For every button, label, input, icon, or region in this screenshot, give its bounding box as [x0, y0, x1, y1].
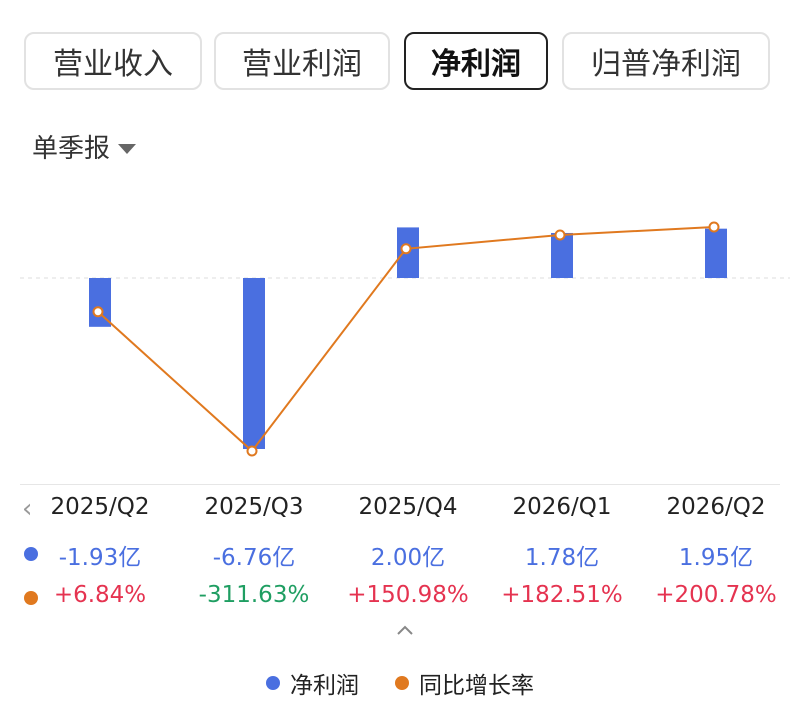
period-selector[interactable]: 单季报	[32, 128, 137, 165]
legend-item-net-profit: 净利润	[266, 666, 359, 700]
net-profit-bar	[705, 228, 727, 278]
value-cell: 1.78亿	[524, 545, 600, 571]
value-cell: 2.00亿	[370, 545, 446, 571]
value-cell: 1.95亿	[678, 545, 754, 571]
growth-cell: +182.51%	[501, 582, 623, 608]
legend-item-growth: 同比增长率	[395, 666, 534, 700]
value-cell: -6.76亿	[212, 545, 296, 571]
net-profit-bar	[243, 278, 265, 449]
period-cell: 2025/Q2	[50, 494, 150, 520]
net-profit-chart	[20, 221, 790, 457]
tab-attributable-net-profit[interactable]: 归普净利润	[562, 32, 770, 90]
tab-net-profit[interactable]: 净利润	[404, 32, 548, 90]
legend-line-dot-icon	[395, 676, 409, 690]
net-profit-bar	[551, 232, 573, 278]
legend-bar-dot-icon	[266, 676, 280, 690]
growth-row: +6.84% -311.63% +150.98% +182.51% +200.7…	[0, 582, 800, 622]
period-cell: 2026/Q1	[512, 494, 612, 520]
period-cell: 2025/Q4	[358, 494, 458, 520]
period-label: 单季报	[32, 134, 111, 164]
value-cell: -1.93亿	[58, 545, 142, 571]
growth-dot-icon	[24, 591, 38, 605]
period-cell: 2025/Q3	[204, 494, 304, 520]
growth-point	[400, 243, 412, 255]
chart-legend: 净利润 同比增长率	[0, 666, 800, 700]
growth-point	[92, 306, 104, 318]
bar-series	[89, 227, 727, 449]
growth-point	[246, 445, 258, 457]
growth-cell: +200.78%	[655, 582, 777, 608]
growth-points	[92, 221, 720, 457]
growth-cell: -311.63%	[198, 582, 310, 608]
period-cell: 2026/Q2	[666, 494, 766, 520]
growth-cell: +150.98%	[347, 582, 469, 608]
caret-down-icon	[118, 143, 137, 154]
net-profit-dot-icon	[24, 547, 38, 561]
period-row: ‹ 2025/Q2 2025/Q3 2025/Q4 2026/Q1 2026/Q…	[0, 494, 800, 534]
growth-point	[554, 229, 566, 241]
chevron-up-icon[interactable]	[396, 622, 414, 640]
legend-label: 同比增长率	[419, 673, 534, 699]
growth-point	[708, 221, 720, 233]
growth-cell: +6.84%	[53, 582, 147, 608]
tab-revenue[interactable]: 营业收入	[24, 32, 202, 90]
divider	[20, 484, 780, 485]
value-row: -1.93亿 -6.76亿 2.00亿 1.78亿 1.95亿	[0, 538, 800, 578]
metric-tabs: 营业收入 营业利润 净利润 归普净利润	[24, 32, 776, 92]
tab-operating-profit[interactable]: 营业利润	[214, 32, 390, 90]
chevron-left-icon[interactable]: ‹	[22, 494, 33, 524]
legend-label: 净利润	[290, 673, 359, 699]
